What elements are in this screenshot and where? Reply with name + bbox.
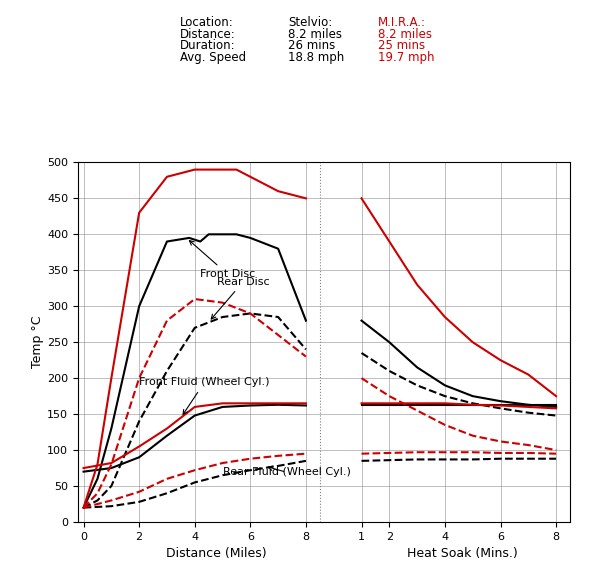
Text: Rear Fluid (Wheel Cyl.): Rear Fluid (Wheel Cyl.) xyxy=(223,466,350,477)
Text: Stelvio:: Stelvio: xyxy=(288,16,332,29)
Text: Duration:: Duration: xyxy=(180,39,236,52)
Text: 26 mins: 26 mins xyxy=(288,39,335,52)
Text: Distance:: Distance: xyxy=(180,28,236,41)
Text: Rear Disc: Rear Disc xyxy=(211,277,269,319)
Text: Heat Soak (Mins.): Heat Soak (Mins.) xyxy=(407,547,517,560)
Text: 19.7 mph: 19.7 mph xyxy=(378,51,434,64)
Text: 8.2 miles: 8.2 miles xyxy=(378,28,432,41)
Text: 25 mins: 25 mins xyxy=(378,39,425,52)
Y-axis label: Temp °C: Temp °C xyxy=(31,316,44,368)
Text: Location:: Location: xyxy=(180,16,234,29)
Text: Front Fluid (Wheel Cyl.): Front Fluid (Wheel Cyl.) xyxy=(139,378,269,414)
Text: 8.2 miles: 8.2 miles xyxy=(288,28,342,41)
Text: M.I.R.A.:: M.I.R.A.: xyxy=(378,16,426,29)
Text: 18.8 mph: 18.8 mph xyxy=(288,51,344,64)
Text: Front Disc: Front Disc xyxy=(190,241,256,280)
Text: Distance (Miles): Distance (Miles) xyxy=(166,547,266,560)
Text: Avg. Speed: Avg. Speed xyxy=(180,51,246,64)
